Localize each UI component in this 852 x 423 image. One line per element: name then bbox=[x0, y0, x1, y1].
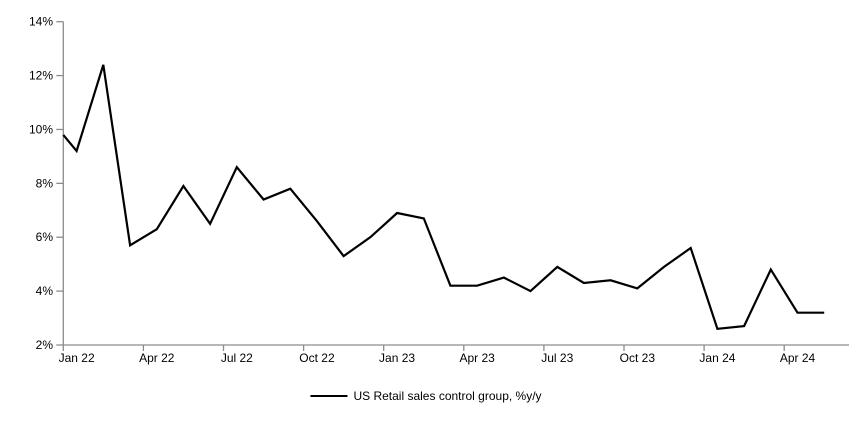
x-axis-tick-label: Apr 23 bbox=[459, 351, 495, 365]
y-axis-tick-label: 12% bbox=[29, 69, 53, 83]
y-axis-tick-label: 10% bbox=[29, 122, 53, 136]
x-axis-tick-label: Apr 24 bbox=[780, 351, 816, 365]
x-axis-tick-label: Oct 22 bbox=[299, 351, 335, 365]
x-axis-tick-label: Apr 22 bbox=[139, 351, 175, 365]
y-axis-tick-label: 2% bbox=[36, 338, 54, 352]
y-axis-tick-label: 14% bbox=[29, 15, 53, 29]
y-axis-tick-label: 6% bbox=[36, 230, 54, 244]
legend-label: US Retail sales control group, %y/y bbox=[353, 389, 542, 403]
x-axis-tick-label: Jan 22 bbox=[59, 351, 95, 365]
retail-sales-data-line bbox=[62, 64, 825, 330]
x-axis-tick-label: Jan 23 bbox=[379, 351, 415, 365]
y-axis-tick-label: 4% bbox=[36, 284, 54, 298]
x-axis-tick-label: Jul 22 bbox=[221, 351, 253, 365]
x-axis-tick-label: Jan 24 bbox=[699, 351, 735, 365]
x-axis-tick-label: Oct 23 bbox=[620, 351, 656, 365]
legend-line-sample-icon bbox=[310, 395, 348, 397]
legend: US Retail sales control group, %y/y bbox=[310, 389, 542, 403]
x-axis-tick-label: Jul 23 bbox=[541, 351, 573, 365]
y-axis-tick-label: 8% bbox=[36, 176, 54, 190]
